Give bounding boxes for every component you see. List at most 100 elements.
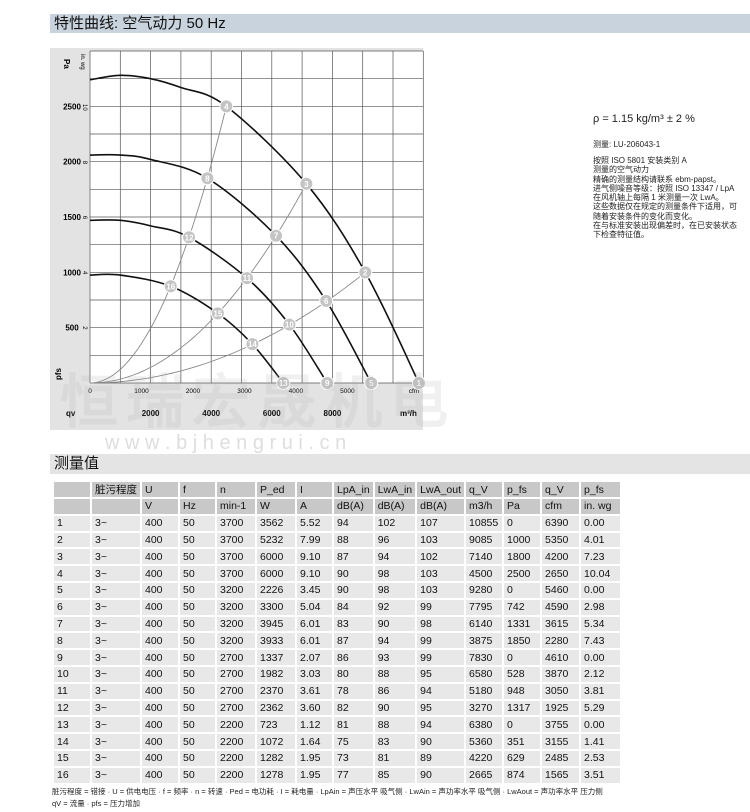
table-cell: 103 [415, 564, 467, 583]
operating-point-label: 12 [185, 233, 194, 242]
table-row: 13 3~ 400 50 2200 723 1.12 81 88 94 6380 0 3755 0.00 [52, 715, 623, 735]
table-cell: 6000 [255, 547, 297, 567]
table-cell: 2500 [502, 564, 543, 583]
operating-point-label: 11 [243, 274, 252, 283]
table-cell: 4590 [540, 597, 582, 617]
table-cell: 9.10 [295, 564, 334, 583]
header-cell: f [178, 480, 217, 499]
table-cell: 4 [52, 564, 92, 583]
table-row: 16 3~ 400 50 2200 1278 1.95 77 85 90 2665 874 1565 3.… [52, 765, 623, 785]
table-cell: 77 [332, 765, 375, 785]
table-cell: 7795 [464, 597, 505, 617]
table-cell: 88 [332, 530, 375, 550]
x-tick-label: 2000 [142, 409, 160, 418]
table-cell: 0.00 [579, 648, 623, 667]
table-cell: 9 [52, 648, 92, 667]
table-cell: 3 [52, 547, 92, 567]
table-cell: 874 [502, 765, 543, 785]
operating-point: 16 [163, 279, 178, 294]
table-cell: 81 [372, 748, 418, 768]
table-cell: 1.95 [295, 748, 334, 768]
measurement-notes: 按照 ISO 5801 安装类别 A 测量的空气动力 精确的测量结构请联系 eb… [593, 156, 737, 240]
table-row: 11 3~ 400 50 2700 2370 3.61 78 86 94 5180 948 3050 3.… [52, 681, 623, 701]
header-cell: cfm [540, 497, 582, 516]
table-cell: 5350 [540, 530, 582, 550]
table-cell: 4220 [464, 748, 505, 768]
table-row: 9 3~ 400 50 2700 1337 2.07 86 93 99 7830 0 4610 0.00 [52, 648, 623, 667]
table-cell: 351 [502, 732, 543, 751]
table-row: 12 3~ 400 50 2700 2362 3.60 82 90 95 3270 1317 1925 5… [52, 698, 623, 718]
table-cell: 9.10 [295, 547, 334, 567]
header-cell: p_fs [579, 480, 623, 499]
table-cell: 1565 [540, 765, 582, 785]
system-curve [89, 271, 366, 384]
table-cell: 3155 [540, 732, 582, 751]
table-cell: 81 [332, 715, 375, 735]
table-cell: 0.00 [579, 513, 623, 533]
table-cell: 3~ [90, 648, 142, 667]
operating-point-marker [219, 99, 234, 114]
table-row: 15 3~ 400 50 2200 1282 1.95 73 81 89 4220 629 2485 2.… [52, 748, 623, 768]
x-tick-label: 6000 [263, 409, 281, 418]
table-cell: 50 [178, 564, 217, 583]
header-cell: Hz [178, 497, 217, 516]
table-cell: 6390 [540, 513, 582, 533]
table-cell: 50 [178, 597, 217, 617]
table-cell: 1 [52, 513, 92, 533]
table-cell: 3~ [90, 698, 142, 718]
x-symbol: qv [66, 409, 76, 418]
table-cell: 87 [332, 547, 375, 567]
table-cell: 98 [372, 580, 418, 600]
table-cell: 1337 [255, 648, 297, 667]
table-cell: 90 [415, 765, 467, 785]
operating-point: 9 [320, 376, 335, 390]
table-cell: 3200 [215, 597, 257, 617]
operating-point-marker [245, 337, 260, 352]
header-cell: q_V [464, 480, 505, 499]
air-density: ρ = 1.15 kg/m³ ± 2 % [593, 113, 695, 125]
table-cell: 9280 [464, 580, 505, 600]
table-row: 6 3~ 400 50 3200 3300 5.04 84 92 99 7795 742 4590 2.9… [52, 597, 623, 617]
operating-point-marker [276, 376, 291, 390]
table-cell: 3562 [255, 513, 297, 533]
header-cell: P_ed [255, 480, 297, 499]
table-cell: 2200 [215, 748, 257, 768]
table-cell: 0 [502, 513, 543, 533]
table-cell: 3300 [255, 597, 297, 617]
table-cell: 86 [332, 648, 375, 667]
table-cell: 3~ [90, 530, 142, 550]
table-cell: 400 [140, 748, 180, 768]
table-cell: 107 [415, 513, 467, 533]
table-cell: 3~ [90, 580, 142, 600]
operating-point: 15 [210, 306, 225, 321]
table-cell: 5.52 [295, 513, 334, 533]
system-curve [89, 183, 307, 384]
table-cell: 3~ [90, 715, 142, 735]
table-cell: 1.12 [295, 715, 334, 735]
header-cell: Pa [502, 497, 543, 516]
table-cell: 4200 [540, 547, 582, 567]
table-row: 2 3~ 400 50 3700 5232 7.99 88 96 103 9085 1000 5350 4… [52, 530, 623, 550]
table-cell: 95 [415, 664, 467, 684]
table-cell: 50 [178, 698, 217, 718]
table-cell: 3200 [215, 580, 257, 600]
table-cell: 4500 [464, 564, 505, 583]
table-cell: 50 [178, 513, 217, 533]
table-cell: 8 [52, 631, 92, 651]
operating-point-marker [239, 271, 254, 286]
table-cell: 0.00 [579, 580, 623, 600]
table-row: 5 3~ 400 50 3200 2226 3.45 90 98 103 9280 0 5460 0.00 [52, 580, 623, 600]
operating-point-marker [358, 265, 373, 280]
header-cell: U [140, 480, 180, 499]
header-cell: dB(A) [372, 497, 418, 516]
table-cell: 3~ [90, 748, 142, 768]
table-cell: 90 [372, 698, 418, 718]
table-cell: 3~ [90, 597, 142, 617]
table-cell: 2200 [215, 732, 257, 751]
y-tick-label: 1000 [63, 268, 81, 277]
table-cell: 400 [140, 513, 180, 533]
table-cell: 78 [332, 681, 375, 701]
table-cell: 93 [372, 648, 418, 667]
table-cell: 3933 [255, 631, 297, 651]
